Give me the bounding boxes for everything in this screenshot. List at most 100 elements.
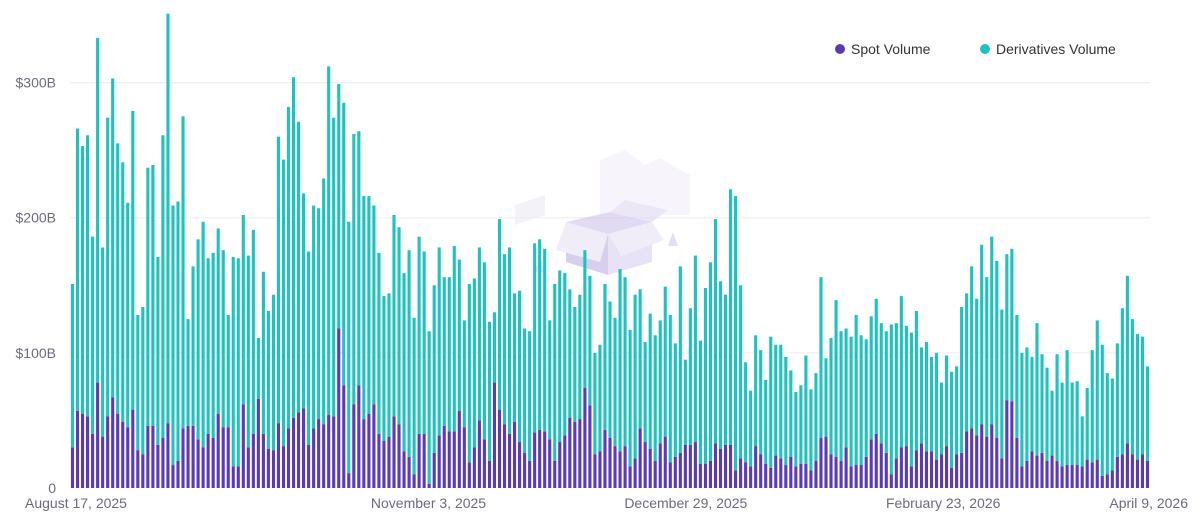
bar-derivatives[interactable] — [332, 117, 336, 417]
bar-derivatives[interactable] — [196, 239, 200, 440]
bar-spot[interactable] — [1075, 465, 1079, 488]
bar-spot[interactable] — [151, 425, 155, 488]
bar-derivatives[interactable] — [718, 281, 723, 449]
bar-derivatives[interactable] — [1140, 336, 1145, 455]
bar-derivatives[interactable] — [201, 221, 205, 448]
bar-spot[interactable] — [784, 465, 788, 488]
bar-derivatives[interactable] — [281, 159, 286, 447]
bar-derivatives[interactable] — [236, 258, 240, 467]
bar-spot[interactable] — [909, 466, 913, 488]
bar-derivatives[interactable] — [251, 229, 255, 434]
bar-derivatives[interactable] — [312, 205, 316, 429]
bar-spot[interactable] — [412, 474, 416, 488]
bar-derivatives[interactable] — [1090, 350, 1094, 463]
bar-derivatives[interactable] — [141, 306, 145, 455]
bar-spot[interactable] — [764, 463, 768, 488]
bar-spot[interactable] — [543, 431, 547, 488]
bar-spot[interactable] — [166, 423, 170, 488]
bar-spot[interactable] — [1090, 462, 1094, 488]
bar-derivatives[interactable] — [744, 362, 748, 463]
bar-spot[interactable] — [186, 425, 190, 488]
bar-derivatives[interactable] — [573, 306, 577, 422]
bar-spot[interactable] — [191, 425, 195, 488]
bar-derivatives[interactable] — [492, 312, 497, 383]
bar-spot[interactable] — [975, 435, 979, 488]
bar-derivatives[interactable] — [568, 289, 572, 418]
bar-derivatives[interactable] — [357, 131, 361, 386]
bar-spot[interactable] — [965, 431, 969, 488]
bar-derivatives[interactable] — [477, 247, 481, 421]
bar-spot[interactable] — [1005, 400, 1009, 488]
bar-spot[interactable] — [804, 463, 808, 488]
bar-spot[interactable] — [548, 439, 552, 488]
bar-derivatives[interactable] — [256, 337, 260, 399]
bar-derivatives[interactable] — [176, 201, 180, 461]
bar-derivatives[interactable] — [126, 202, 130, 428]
bar-derivatives[interactable] — [598, 344, 602, 452]
bar-spot[interactable] — [558, 442, 562, 488]
bar-spot[interactable] — [357, 385, 361, 488]
bar-spot[interactable] — [643, 442, 647, 488]
bar-derivatives[interactable] — [1050, 390, 1054, 456]
bar-derivatives[interactable] — [789, 370, 793, 457]
bar-spot[interactable] — [1055, 460, 1059, 488]
bar-spot[interactable] — [688, 444, 692, 488]
bar-derivatives[interactable] — [101, 247, 105, 437]
bar-derivatives[interactable] — [86, 135, 90, 417]
bar-spot[interactable] — [126, 427, 130, 488]
bar-spot[interactable] — [673, 456, 677, 488]
bar-spot[interactable] — [789, 456, 793, 488]
bar-spot[interactable] — [794, 466, 798, 488]
bar-derivatives[interactable] — [950, 371, 954, 468]
bar-derivatives[interactable] — [75, 128, 80, 411]
bar-spot[interactable] — [829, 454, 833, 488]
bar-spot[interactable] — [854, 465, 858, 488]
bar-derivatives[interactable] — [754, 335, 758, 447]
bar-spot[interactable] — [1085, 459, 1089, 488]
bar-derivatives[interactable] — [377, 252, 381, 434]
bar-derivatives[interactable] — [703, 287, 707, 464]
bar-spot[interactable] — [980, 424, 984, 488]
bar-spot[interactable] — [1045, 460, 1049, 488]
bar-spot[interactable] — [1110, 470, 1114, 488]
bar-derivatives[interactable] — [995, 260, 999, 438]
bar-derivatives[interactable] — [864, 339, 868, 457]
bar-spot[interactable] — [939, 454, 944, 488]
bar-spot[interactable] — [241, 404, 245, 488]
bar-spot[interactable] — [628, 466, 632, 488]
bar-derivatives[interactable] — [583, 250, 587, 388]
bar-spot[interactable] — [302, 408, 306, 488]
bar-spot[interactable] — [874, 433, 878, 488]
bar-spot[interactable] — [533, 432, 537, 488]
bar-spot[interactable] — [1140, 454, 1145, 488]
bar-derivatives[interactable] — [427, 331, 431, 484]
bar-derivatives[interactable] — [533, 243, 537, 433]
bar-spot[interactable] — [648, 448, 652, 488]
bar-derivatives[interactable] — [990, 236, 994, 425]
bar-derivatives[interactable] — [302, 193, 306, 409]
bar-derivatives[interactable] — [156, 256, 160, 445]
bar-derivatives[interactable] — [734, 196, 738, 471]
bar-derivatives[interactable] — [939, 382, 944, 455]
bar-spot[interactable] — [593, 454, 597, 488]
bar-derivatives[interactable] — [1120, 308, 1124, 455]
bar-derivatives[interactable] — [779, 344, 783, 459]
bar-derivatives[interactable] — [1070, 382, 1074, 466]
bar-spot[interactable] — [754, 446, 758, 488]
bar-spot[interactable] — [950, 467, 954, 488]
bar-spot[interactable] — [528, 460, 532, 488]
bar-derivatives[interactable] — [683, 359, 687, 445]
bar-spot[interactable] — [518, 442, 522, 488]
bar-derivatives[interactable] — [1105, 373, 1109, 475]
bar-spot[interactable] — [407, 456, 411, 488]
bar-derivatives[interactable] — [111, 78, 115, 398]
bar-derivatives[interactable] — [1005, 254, 1009, 401]
bar-derivatives[interactable] — [291, 77, 296, 418]
bar-derivatives[interactable] — [1040, 354, 1044, 453]
bar-derivatives[interactable] — [261, 271, 265, 434]
bar-spot[interactable] — [352, 404, 356, 488]
bar-derivatives[interactable] — [965, 293, 969, 432]
bar-derivatives[interactable] — [457, 259, 461, 411]
bar-derivatives[interactable] — [934, 352, 939, 460]
bar-derivatives[interactable] — [337, 83, 341, 329]
